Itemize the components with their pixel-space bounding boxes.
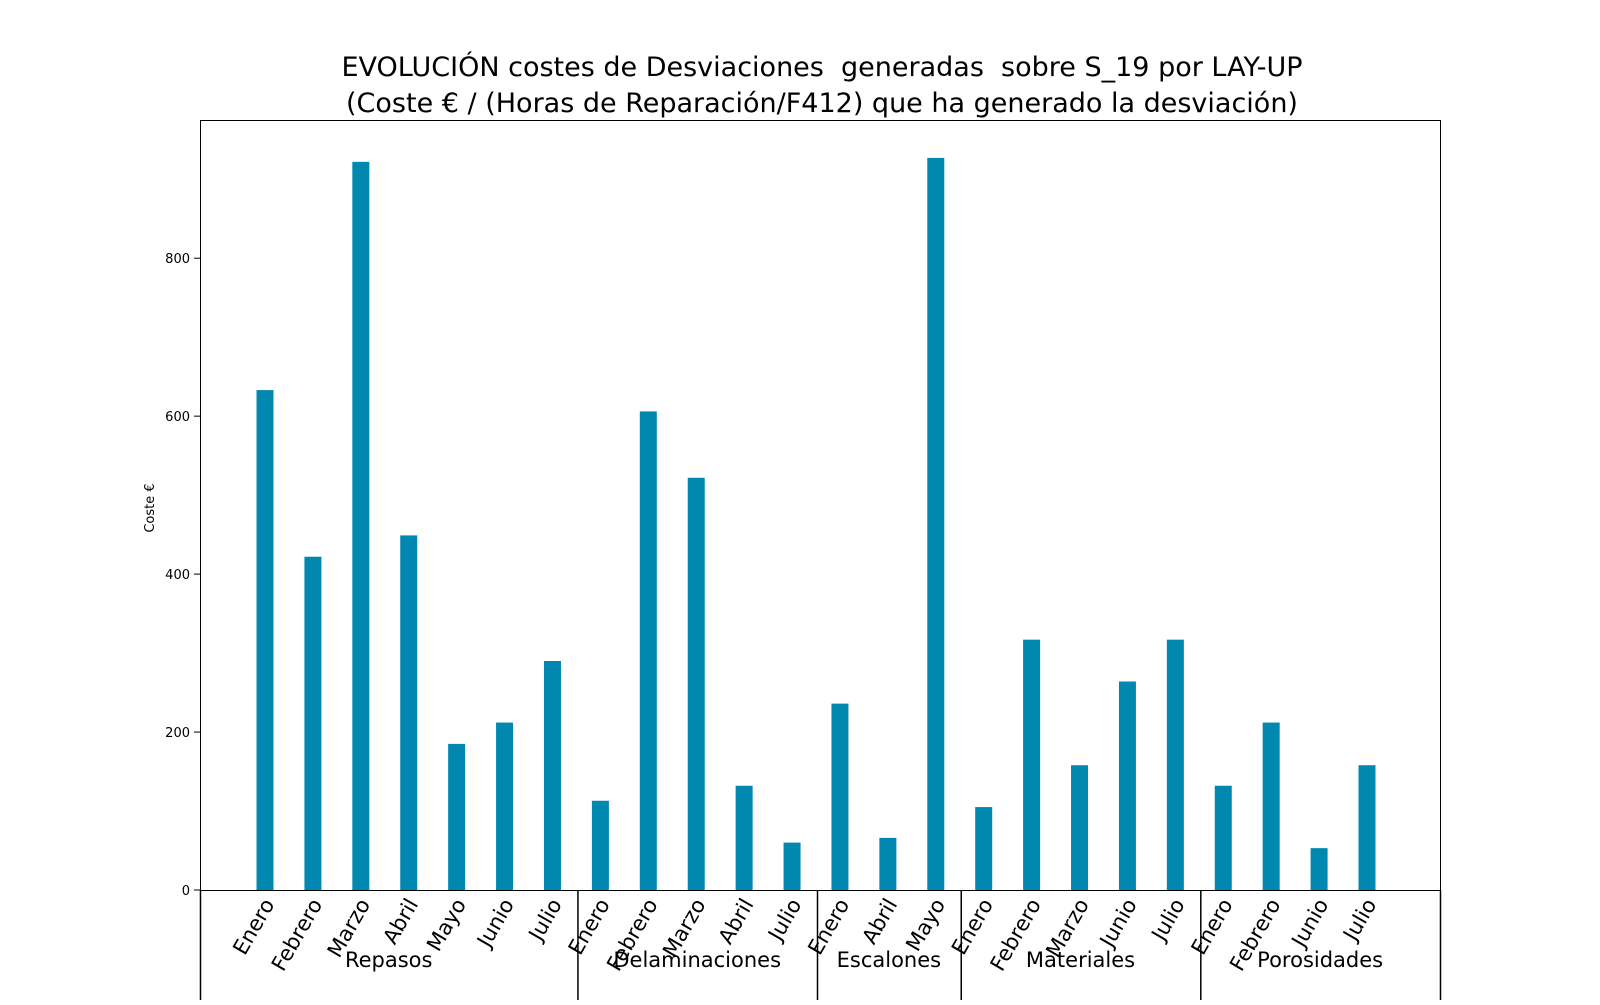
x-category-label: Mayo [901, 895, 950, 956]
group-axis: Repasos Delaminaciones Escalones Materiales… [199, 890, 1442, 1000]
bar [1262, 722, 1280, 890]
bar [927, 157, 945, 890]
y-axis-label: Coste € [143, 483, 158, 532]
bar [352, 161, 370, 890]
chart-title: EVOLUCIÓN costes de Desviaciones generad… [341, 51, 1302, 83]
x-category-label: Enero [1187, 895, 1238, 959]
y-tick-label: 400 [165, 568, 190, 583]
bar [687, 477, 705, 890]
bar [496, 722, 514, 890]
bar [1214, 785, 1232, 890]
x-category-label: Mayo [422, 895, 471, 956]
bar [1358, 765, 1376, 890]
bar [256, 390, 274, 890]
bar [975, 807, 993, 890]
bar [304, 556, 322, 890]
bar [831, 703, 849, 890]
bar [1118, 681, 1136, 890]
bar [639, 411, 657, 890]
x-category-label: Enero [947, 895, 998, 959]
x-category-label: Junio [471, 895, 519, 953]
x-category-label: Abril [714, 895, 759, 949]
y-tick-label: 600 [165, 410, 190, 425]
x-category-label: Junio [1094, 895, 1142, 953]
bar [1023, 639, 1041, 890]
y-tick-label: 800 [165, 252, 190, 267]
chart-subtitle: (Coste € / (Horas de Reparación/F412) qu… [346, 88, 1298, 119]
group-label: Repasos [345, 948, 433, 972]
x-category-label: Julio [523, 895, 567, 947]
x-category-label: Enero [228, 895, 279, 959]
bar [543, 660, 561, 890]
x-category-label: Julio [1338, 895, 1382, 947]
bar [879, 837, 897, 890]
bars [256, 157, 1376, 890]
group-label: Porosidades [1257, 948, 1383, 972]
x-category-label: Abril [378, 895, 423, 949]
x-category-label: Enero [564, 895, 615, 959]
bar [400, 535, 418, 890]
bar [448, 743, 466, 890]
y-tick-label: 0 [182, 884, 190, 899]
bar [591, 800, 609, 890]
bar [735, 785, 753, 890]
y-tick-label: 200 [165, 726, 190, 741]
plot-area-frame [200, 120, 1441, 891]
x-category-label: Julio [1146, 895, 1190, 947]
y-axis: 0 200 400 600 800 [165, 252, 200, 899]
x-category-label: Abril [857, 895, 902, 949]
x-category-label: Junio [1286, 895, 1334, 953]
bar [1310, 848, 1328, 890]
group-label: Escalones [837, 948, 941, 972]
x-category-label: Julio [763, 895, 807, 947]
bar [1166, 639, 1184, 890]
group-label: Delaminaciones [613, 948, 781, 972]
group-label: Materiales [1026, 948, 1135, 972]
bar [783, 842, 801, 890]
bar [1071, 765, 1089, 890]
